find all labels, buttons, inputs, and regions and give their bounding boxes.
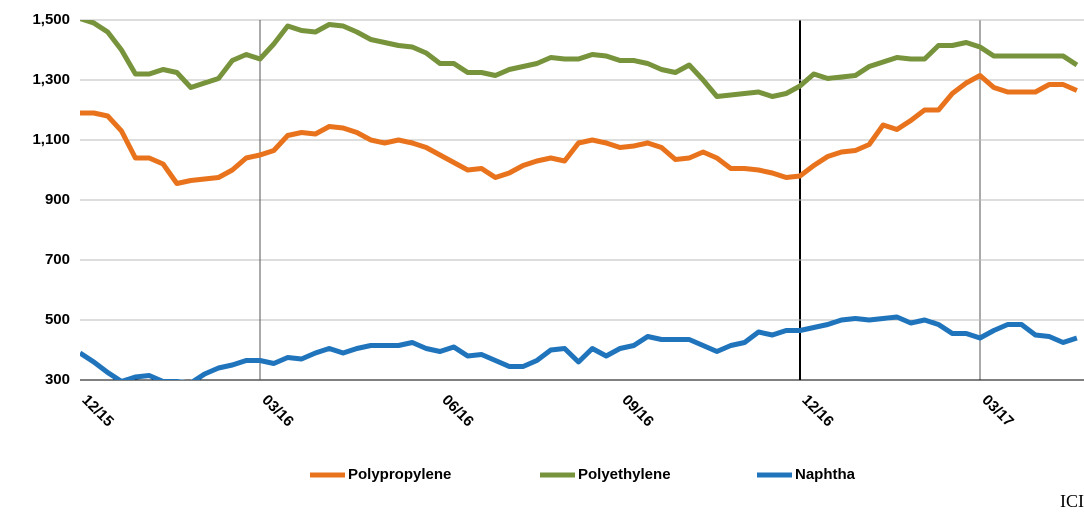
x-tick-label: 12/15 — [78, 392, 117, 431]
series-line — [80, 314, 1078, 380]
x-tick-label: 09/16 — [618, 392, 657, 431]
x-tick-label: 03/17 — [978, 392, 1017, 431]
y-tick-label: 900 — [45, 191, 70, 208]
series-line — [80, 73, 1078, 186]
source: מקור: ICIS — [1060, 491, 1084, 511]
y-tick-label: 300 — [45, 371, 70, 388]
y-tick-label: 1,100 — [32, 131, 70, 148]
series-line — [80, 20, 1079, 99]
y-tick-label: 500 — [45, 311, 70, 328]
y-tick-label: 1,500 — [32, 11, 70, 28]
x-tick-label: 12/16 — [798, 392, 837, 431]
legend-label: Polypropylene — [348, 466, 451, 483]
x-tick-label: 03/16 — [258, 392, 297, 431]
legend-label: Polyethylene — [578, 466, 671, 483]
legend-label: Naphtha — [795, 466, 856, 483]
y-tick-label: 1,300 — [32, 71, 70, 88]
y-tick-label: 700 — [45, 251, 70, 268]
x-tick-label: 06/16 — [438, 392, 477, 431]
